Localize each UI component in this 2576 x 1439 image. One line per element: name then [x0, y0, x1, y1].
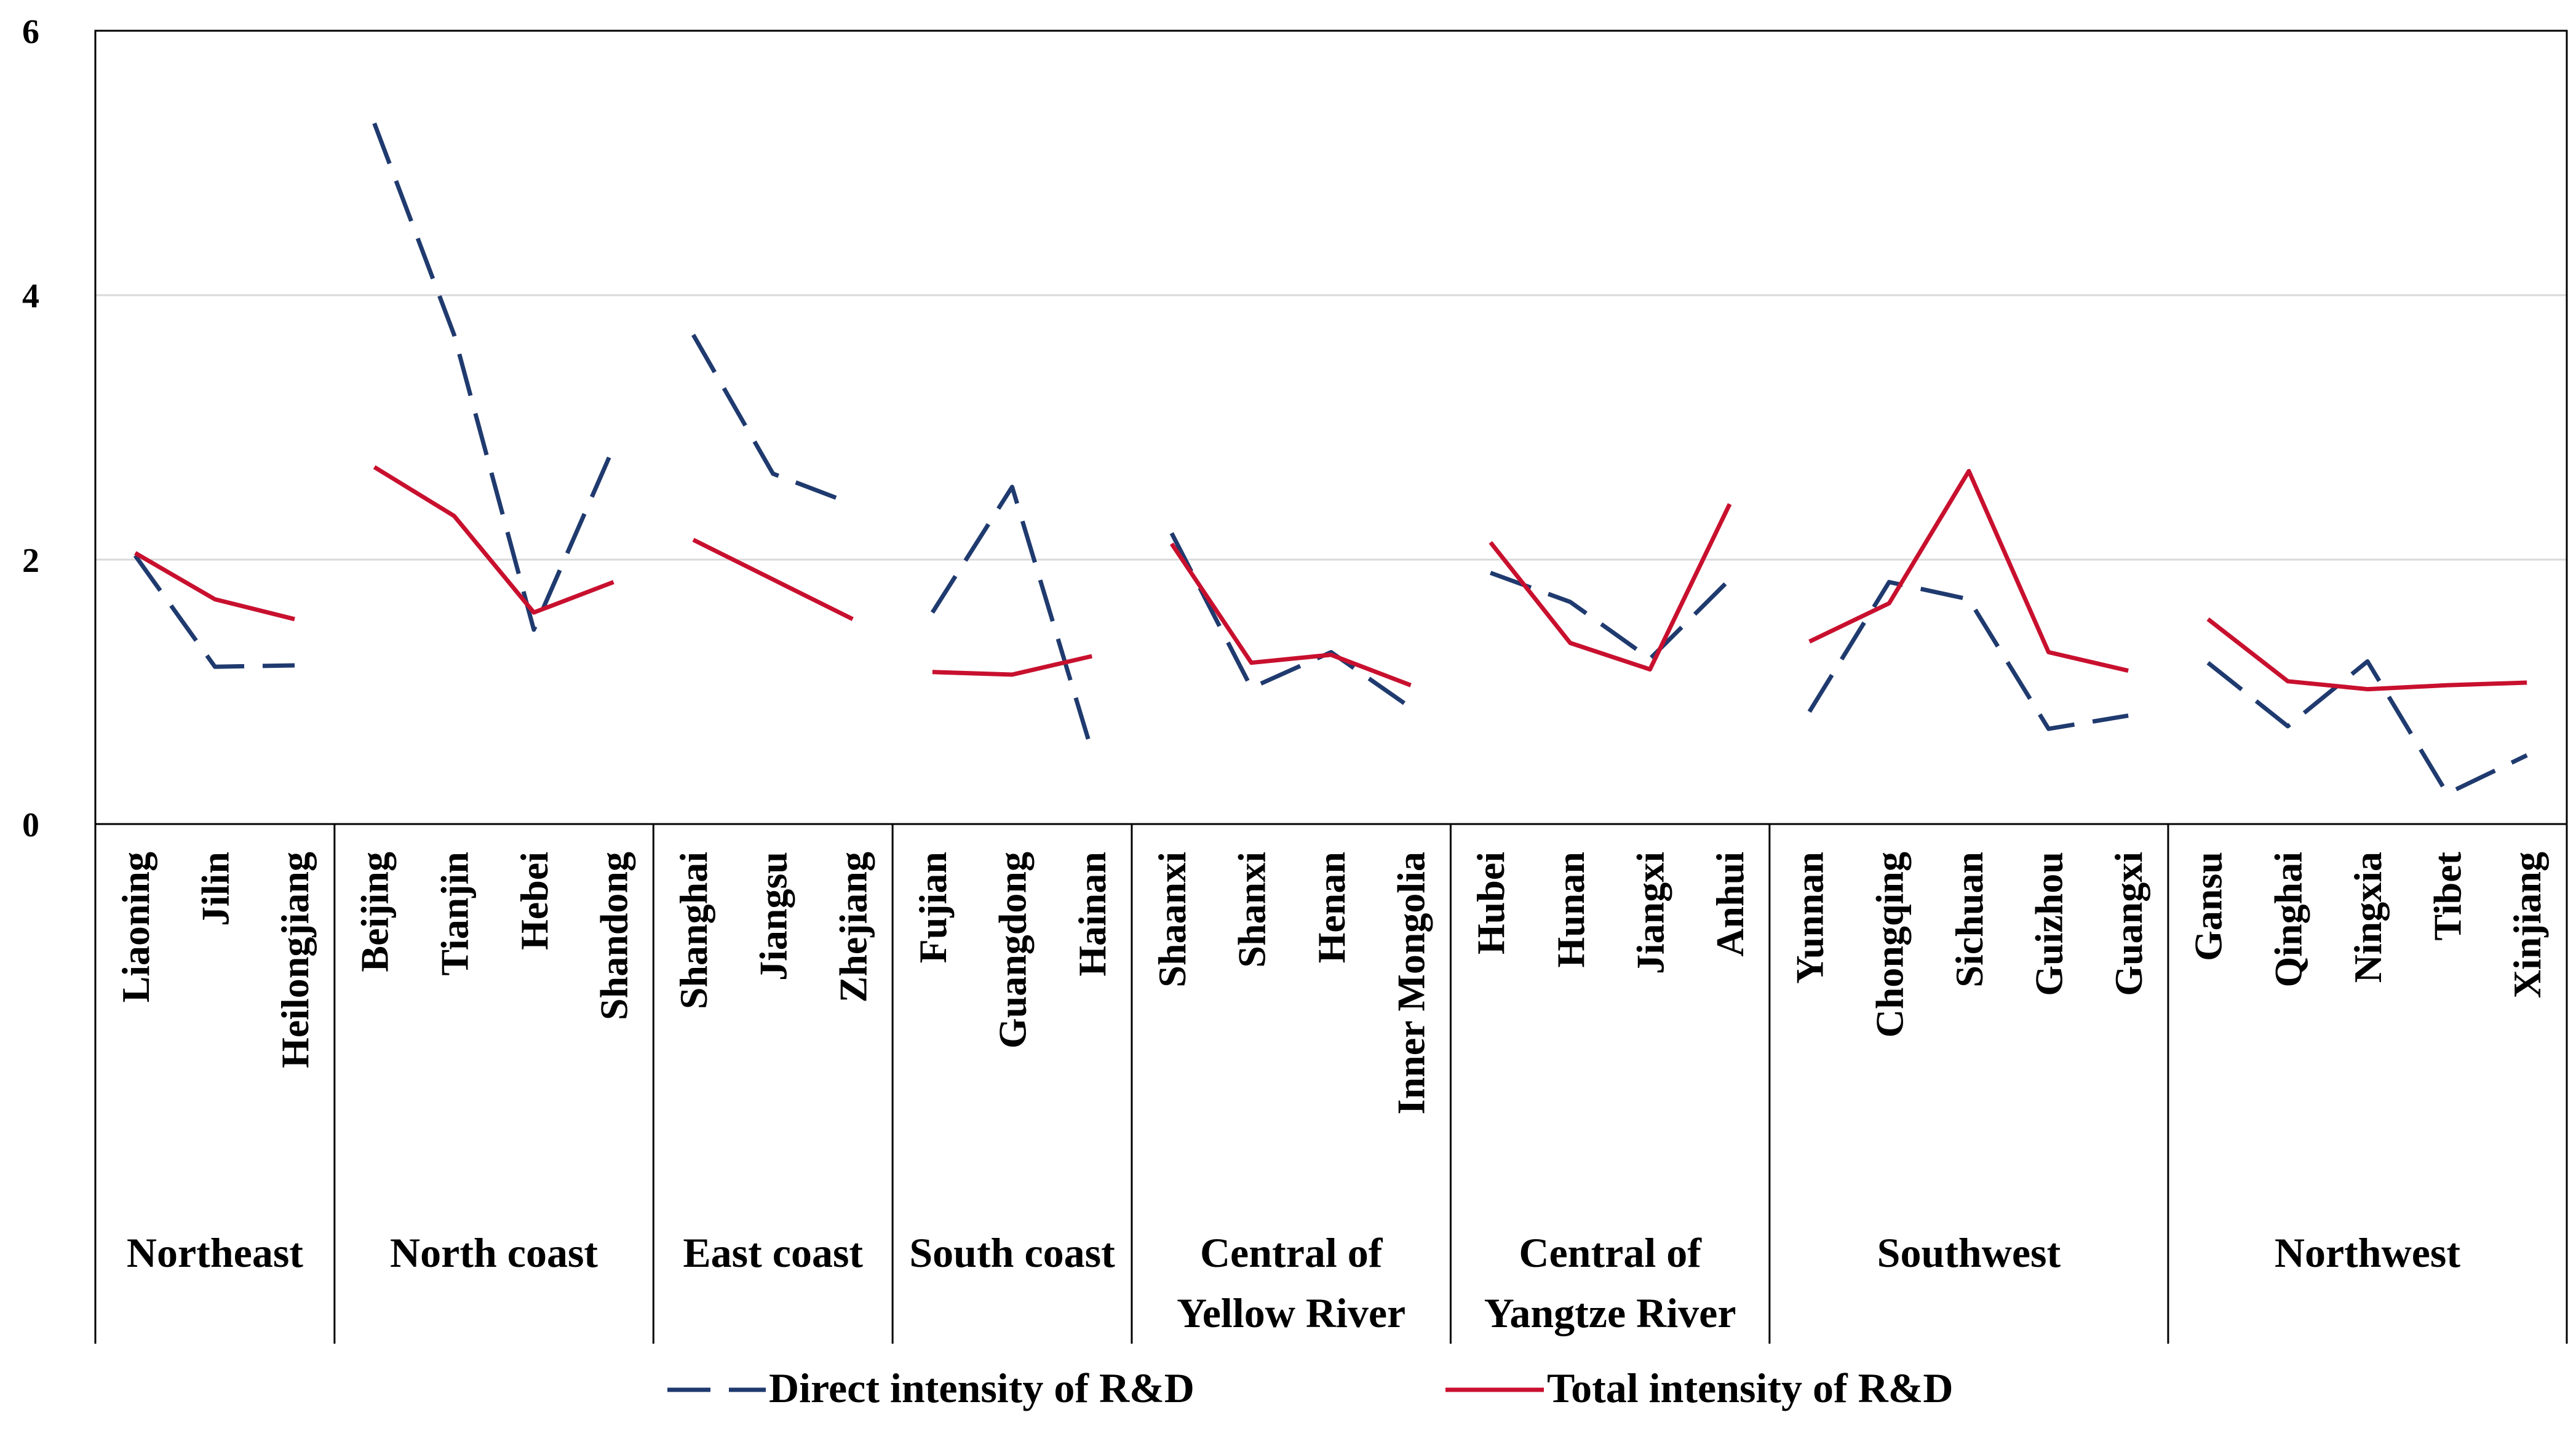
x-category-label-20: Anhui	[1708, 852, 1752, 957]
region-labels: Northeast North coast East coast South coas…	[127, 1229, 2460, 1336]
x-category-label-30: Xinjiang	[2505, 852, 2549, 998]
x-category-label-29: Tibet	[2426, 851, 2470, 940]
x-category-label-4: Tianjin	[432, 852, 476, 976]
plot-frame	[94, 30, 2568, 825]
region-label-2: East coast	[683, 1229, 863, 1276]
x-axis-category-labels: Liaoning Jilin Heilongjiang Beijing Tianjin H…	[114, 851, 2549, 1114]
x-category-label-11: Guangdong	[991, 852, 1035, 1049]
group-dividers	[94, 824, 2568, 1344]
series-1	[134, 465, 2527, 692]
legend: Direct intensity of R&D Total intensity o…	[667, 1365, 1954, 1411]
x-category-label-22: Chongqing	[1867, 852, 1911, 1037]
series-0-segment-5	[1489, 571, 1731, 661]
x-category-label-27: Qinghai	[2266, 852, 2310, 988]
x-category-label-13: Shaanxi	[1150, 852, 1194, 988]
x-category-label-10: Fujian	[911, 852, 955, 963]
series-1-segment-4	[1169, 542, 1412, 688]
series-0-segment-3	[930, 485, 1094, 752]
region-label-5: Central of Yangtze River	[1484, 1229, 1736, 1336]
series-lines	[133, 122, 2528, 796]
x-category-label-15: Henan	[1310, 852, 1353, 963]
x-category-label-21: Yunnan	[1788, 852, 1832, 984]
series-0-segment-4	[1169, 532, 1412, 710]
x-category-label-14: Shanxi	[1230, 852, 1273, 968]
x-category-label-24: Guizhou	[2027, 852, 2071, 996]
region-label-7: Northwest	[2275, 1229, 2461, 1276]
region-label-1: North coast	[390, 1229, 598, 1276]
region-label-4: Central of Yellow River	[1177, 1229, 1405, 1336]
x-category-label-9: Zhejiang	[831, 852, 875, 1002]
y-tick-label-0: 0	[22, 806, 39, 844]
series-0-segment-1	[372, 122, 616, 632]
x-category-label-17: Hubei	[1469, 852, 1513, 954]
x-category-label-19: Jiangxi	[1628, 852, 1672, 974]
x-category-label-26: Gansu	[2187, 852, 2230, 961]
region-label-3: South coast	[909, 1229, 1115, 1276]
x-category-label-2: Heilongjiang	[273, 852, 317, 1068]
series-0-segment-7	[2206, 659, 2528, 796]
x-category-label-23: Sichuan	[1947, 852, 1991, 988]
region-label-6: Southwest	[1877, 1229, 2061, 1276]
x-category-label-1: Jilin	[193, 852, 237, 926]
x-category-label-25: Guangxi	[2107, 852, 2150, 996]
series-1-segment-3	[932, 654, 1092, 677]
series-1-segment-2	[692, 537, 854, 621]
series-0	[133, 122, 2528, 796]
y-axis-ticks: 0 2 4 6	[22, 13, 39, 844]
x-category-label-12: Hainan	[1070, 852, 1114, 977]
y-tick-label-3: 6	[22, 13, 39, 51]
x-category-label-3: Beijing	[353, 852, 397, 972]
series-1-segment-6	[1808, 469, 2129, 673]
legend-label-0: Direct intensity of R&D	[769, 1365, 1195, 1411]
series-1-segment-1	[373, 465, 614, 615]
legend-label-1: Total intensity of R&D	[1547, 1365, 1954, 1411]
x-category-label-18: Hunan	[1549, 852, 1592, 968]
gridlines	[95, 294, 2567, 561]
x-category-label-6: Shandong	[592, 852, 635, 1020]
series-0-segment-6	[1807, 580, 2129, 731]
series-0-segment-0	[133, 554, 295, 669]
series-1-segment-7	[2206, 617, 2527, 692]
x-category-label-0: Liaoning	[114, 852, 157, 1002]
region-label-0: Northeast	[127, 1229, 303, 1276]
x-category-label-5: Hebei	[512, 852, 556, 950]
series-1-segment-5	[1489, 503, 1732, 672]
x-category-label-8: Jiangsu	[752, 852, 795, 981]
series-1-segment-0	[134, 551, 295, 622]
y-tick-label-1: 2	[22, 542, 39, 580]
x-category-label-7: Shanghai	[672, 852, 715, 1009]
y-tick-label-2: 4	[22, 277, 39, 315]
plot-area-border	[94, 30, 2568, 825]
x-category-label-16: Inner Mongolia	[1389, 852, 1433, 1114]
series-0-segment-2	[691, 333, 854, 506]
x-category-label-28: Ningxia	[2346, 852, 2390, 983]
